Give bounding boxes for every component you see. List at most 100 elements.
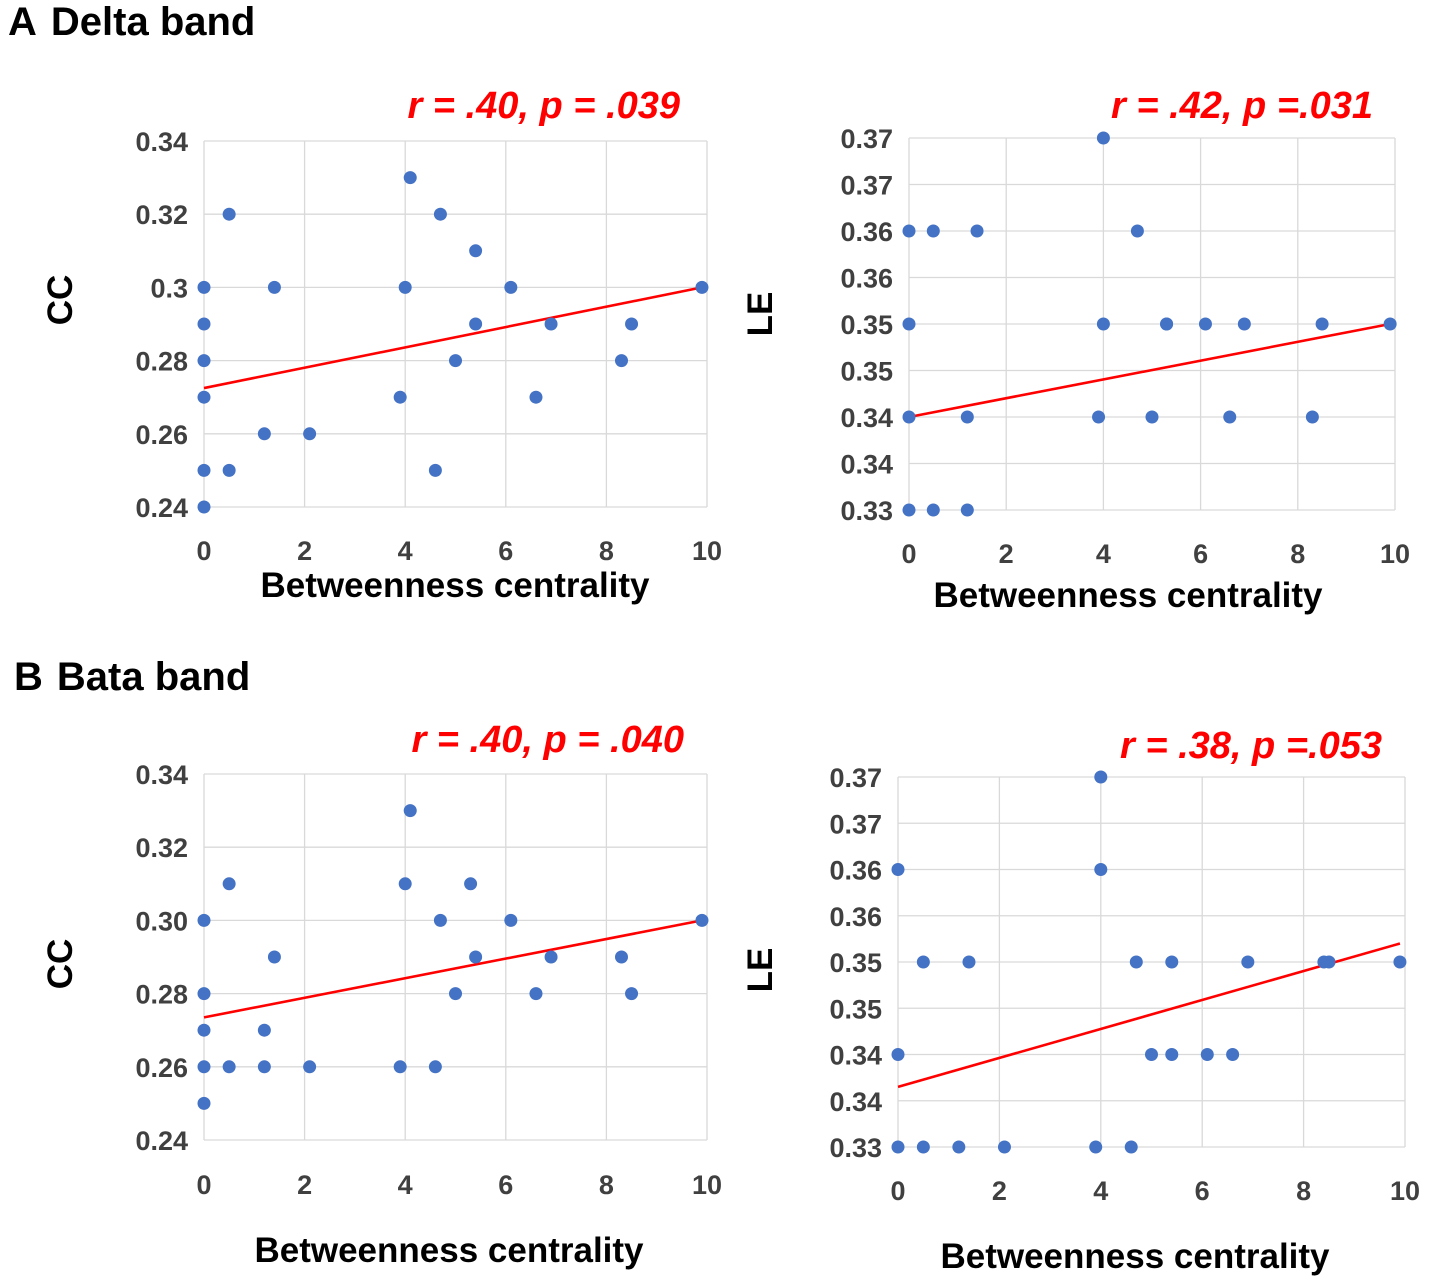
trend-line: [908, 322, 1391, 419]
x-tick-label: 0: [196, 1170, 211, 1200]
annotation-p-symbol: p: [1242, 725, 1276, 767]
y-tick-label: 0.33: [829, 1133, 882, 1163]
data-point: [197, 317, 211, 331]
data-point: [1129, 955, 1143, 969]
data-point: [614, 354, 628, 368]
x-tick-label: 2: [992, 1176, 1007, 1206]
data-point: [197, 1023, 211, 1037]
correlation-annotation: r = .40, p = .039: [407, 85, 680, 127]
data-point: [891, 1048, 905, 1061]
annotation-p-symbol: p: [529, 85, 563, 127]
data-point: [428, 463, 442, 477]
data-point: [1223, 410, 1237, 424]
data-point: [695, 280, 709, 294]
data-point: [544, 317, 558, 331]
annotation-r-value: = .38,: [1135, 725, 1242, 767]
data-point: [1089, 1140, 1103, 1154]
y-tick-label: 0.30: [135, 906, 188, 936]
y-axis-title: LE: [741, 948, 780, 993]
x-tick-label: 8: [1290, 539, 1305, 569]
data-point: [960, 410, 974, 424]
data-point: [1094, 863, 1108, 876]
x-tick-label: 0: [890, 1176, 905, 1206]
y-tick-label: 0.35: [840, 310, 893, 340]
x-tick-label: 4: [1093, 1176, 1108, 1206]
y-tick-label: 0.34: [840, 450, 893, 480]
y-tick-label: 0.37: [840, 171, 893, 201]
y-tick-label: 0.24: [135, 493, 188, 523]
data-point: [393, 390, 407, 404]
data-point: [197, 354, 211, 368]
data-point: [197, 463, 211, 477]
x-tick-label: 2: [999, 539, 1014, 569]
data-point: [1305, 410, 1319, 424]
data-point: [464, 877, 478, 891]
data-point: [614, 950, 628, 964]
y-tick-label: 0.34: [840, 403, 893, 433]
trend-line: [203, 286, 703, 390]
data-point: [916, 955, 930, 969]
annotation-r-value: = .40,: [426, 719, 533, 761]
y-tick-label: 0.36: [829, 856, 882, 886]
data-point: [433, 913, 447, 927]
trend-line: [203, 919, 703, 1019]
annotation-r-symbol: r: [1111, 85, 1128, 127]
y-tick-label: 0.34: [829, 1041, 882, 1071]
data-point: [1096, 317, 1110, 331]
data-point: [952, 1140, 966, 1154]
data-point: [222, 207, 236, 221]
data-point: [398, 877, 412, 891]
data-point: [1145, 1048, 1158, 1061]
x-tick-label: 4: [398, 536, 413, 566]
y-tick-label: 0.26: [135, 1053, 188, 1083]
data-point: [303, 1060, 317, 1074]
data-point: [1165, 955, 1179, 969]
data-point: [926, 503, 940, 517]
correlation-annotation: r = .42, p =.031: [1111, 85, 1373, 127]
y-tick-label: 0.33: [840, 496, 893, 526]
y-tick-label: 0.35: [829, 994, 882, 1024]
x-tick-label: 6: [1193, 539, 1208, 569]
data-point: [926, 224, 940, 238]
y-tick-label: 0.24: [135, 1126, 188, 1156]
data-point: [1226, 1048, 1240, 1061]
data-point: [1160, 317, 1174, 331]
data-point: [257, 427, 271, 441]
data-point: [1094, 770, 1108, 784]
annotation-p-value: = .039: [563, 85, 680, 127]
data-point: [393, 1060, 407, 1074]
data-point: [695, 913, 709, 927]
data-point: [222, 463, 236, 477]
data-point: [504, 913, 518, 927]
x-axis-title: Betweenness centrality: [254, 1231, 644, 1270]
y-tick-label: 0.37: [829, 809, 882, 839]
data-point: [449, 987, 462, 1001]
data-point: [267, 950, 281, 964]
y-tick-label: 0.34: [829, 1087, 882, 1117]
data-point: [1130, 224, 1144, 238]
y-tick-label: 0.36: [840, 217, 893, 247]
section-a-letter: A: [8, 0, 37, 44]
annotation-r-value: = .42,: [1126, 85, 1233, 127]
y-tick-label: 0.3: [150, 273, 188, 303]
section-b-letter: B: [14, 655, 43, 699]
x-tick-label: 4: [1096, 539, 1111, 569]
data-point: [504, 280, 518, 294]
data-point: [1096, 131, 1110, 145]
annotation-p-value: =.031: [1266, 85, 1373, 127]
data-point: [403, 804, 417, 818]
data-point: [1198, 317, 1212, 331]
correlation-annotation: r = .38, p =.053: [1120, 725, 1382, 767]
data-point: [916, 1140, 930, 1154]
y-axis-title: CC: [41, 939, 80, 990]
data-point: [1200, 1048, 1214, 1061]
data-point: [902, 224, 916, 238]
y-tick-label: 0.26: [135, 420, 188, 450]
y-tick-label: 0.28: [135, 347, 188, 377]
data-point: [1315, 317, 1329, 331]
section-a-title: Delta band: [50, 0, 256, 44]
data-point: [469, 244, 483, 258]
data-point: [197, 280, 211, 294]
